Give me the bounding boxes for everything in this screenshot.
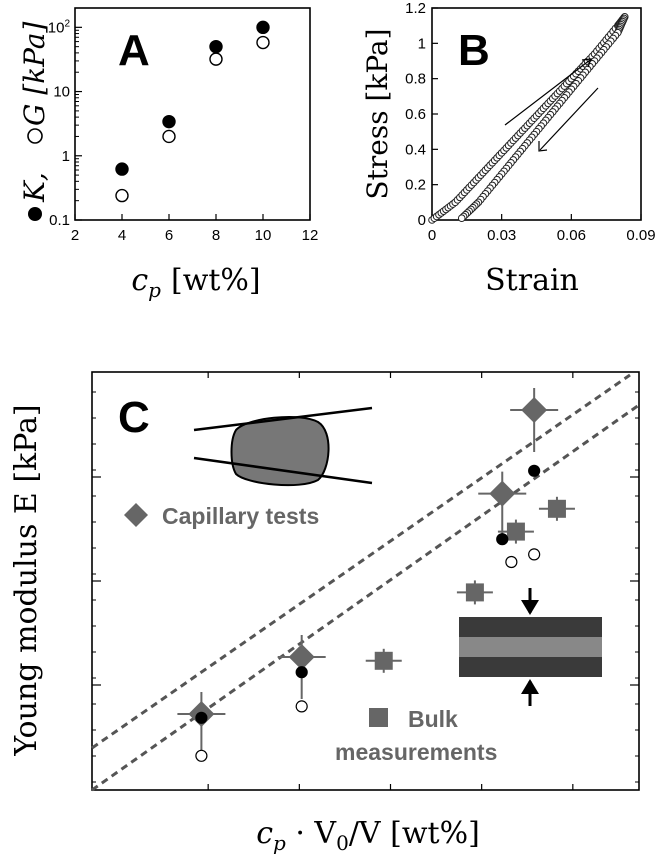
y-tick-label: 102 [48,18,71,36]
y-tick-label: 0.4 [405,141,426,158]
y-tick-label: 10 [53,84,70,101]
x-tick-label: 8 [212,227,220,244]
bulk-data-point [465,583,484,602]
k-data-point [209,39,223,54]
legend-capillary: Capillary tests [124,503,319,529]
k-data-point [195,711,208,724]
g-data-point [195,749,208,762]
svg-text:K,: K, [18,172,51,203]
g-data-point [209,52,223,66]
x-tick-label: 0 [428,227,436,244]
k-data-point [528,464,541,477]
x-tick-label: 6 [165,227,173,244]
panel-c-points [177,388,575,762]
ylabel-filled-circle-icon [28,207,42,221]
legend-square-icon [369,708,388,727]
capillary-data-point [288,644,315,670]
k-data-point [115,162,129,176]
capillary-illustration-icon [193,406,373,487]
svg-text:G [kPa]: G [kPa] [18,22,51,126]
g-data-point [528,548,541,561]
y-tick-label: 0.6 [405,106,426,123]
g-data-point [505,555,518,569]
panel-c: C Capillary tests Bulk measurements [9,371,640,855]
bulk-data-point [547,499,566,518]
k-data-point [496,533,509,546]
bulk-illustration-icon [459,588,602,706]
k-data-point [295,666,308,679]
panel-a-letter: A [118,26,150,75]
panel-b-letter: B [458,26,490,75]
capillary-fit-line [91,373,631,750]
g-data-point [162,129,176,144]
panel-a-xlabel: cp [wt%] [131,263,260,302]
ylabel-open-circle-icon [27,128,43,144]
k-data-point [162,114,176,129]
panel-c-ticks [92,372,639,790]
x-tick-label: 10 [255,227,272,244]
x-tick-label: 0.03 [487,227,516,244]
bulk-data-point [506,522,525,541]
panel-a-points [115,20,270,203]
panel-c-xlabel: cp · V0/V [wt%] [256,816,480,855]
y-tick-label: 0.8 [405,71,426,88]
y-tick-label: 0.2 [405,177,426,194]
y-tick-label: 1 [418,35,426,52]
y-tick-label: 0.1 [49,212,70,229]
panel-b-xlabel: Strain [485,263,579,298]
g-data-point [115,188,129,203]
panel-a-ticks: 2 4 6 8 10 12 0.1 1 10 102 [48,18,319,244]
panel-b-arrows [504,58,599,152]
panel-b-hysteresis-curve [428,13,629,224]
svg-text:Capillary tests: Capillary tests [162,503,319,529]
panel-b-ylabel: Stress [kPa] [361,28,394,199]
x-tick-label: 4 [118,227,126,244]
y-tick-label: 1 [62,148,70,165]
capillary-data-point [521,397,548,423]
unloading-data-point [457,214,466,223]
x-tick-label: 12 [302,227,319,244]
panel-c-letter: C [118,393,150,442]
bulk-fit-line [91,403,640,792]
x-tick-label: 0.06 [557,227,586,244]
unloading-arrow-icon [539,87,599,151]
panel-a-ylabel: K, G [kPa] [18,22,51,221]
svg-text:measurements: measurements [335,739,497,765]
legend-bulk: Bulk measurements [335,706,497,765]
loading-arrow-icon [504,59,591,126]
x-tick-label: 0.09 [626,227,655,244]
panel-a: A 2 4 6 8 10 12 0.1 1 10 102 cp [wt%] K, G [kPa] [18,7,319,302]
panel-a-frame [74,7,311,221]
panel-c-frame [91,371,640,791]
y-tick-label: 0 [418,212,426,229]
svg-text:Bulk: Bulk [408,706,458,732]
g-data-point [295,700,308,713]
legend-diamond-icon [124,503,148,527]
bulk-data-point [374,651,393,670]
g-data-point [256,35,270,50]
x-tick-label: 2 [71,227,79,244]
k-data-point [256,20,270,35]
loading-arrowhead-icon [581,58,592,68]
unloading-arrowhead-icon [538,141,548,152]
panel-c-ylabel: Young modulus E [kPa] [9,404,44,756]
panel-b-ticks: 0 0.03 0.06 0.09 0 0.2 0.4 0.6 0.8 1 1.2 [405,0,655,244]
capillary-data-point [489,480,516,507]
y-tick-label: 1.2 [405,0,426,17]
